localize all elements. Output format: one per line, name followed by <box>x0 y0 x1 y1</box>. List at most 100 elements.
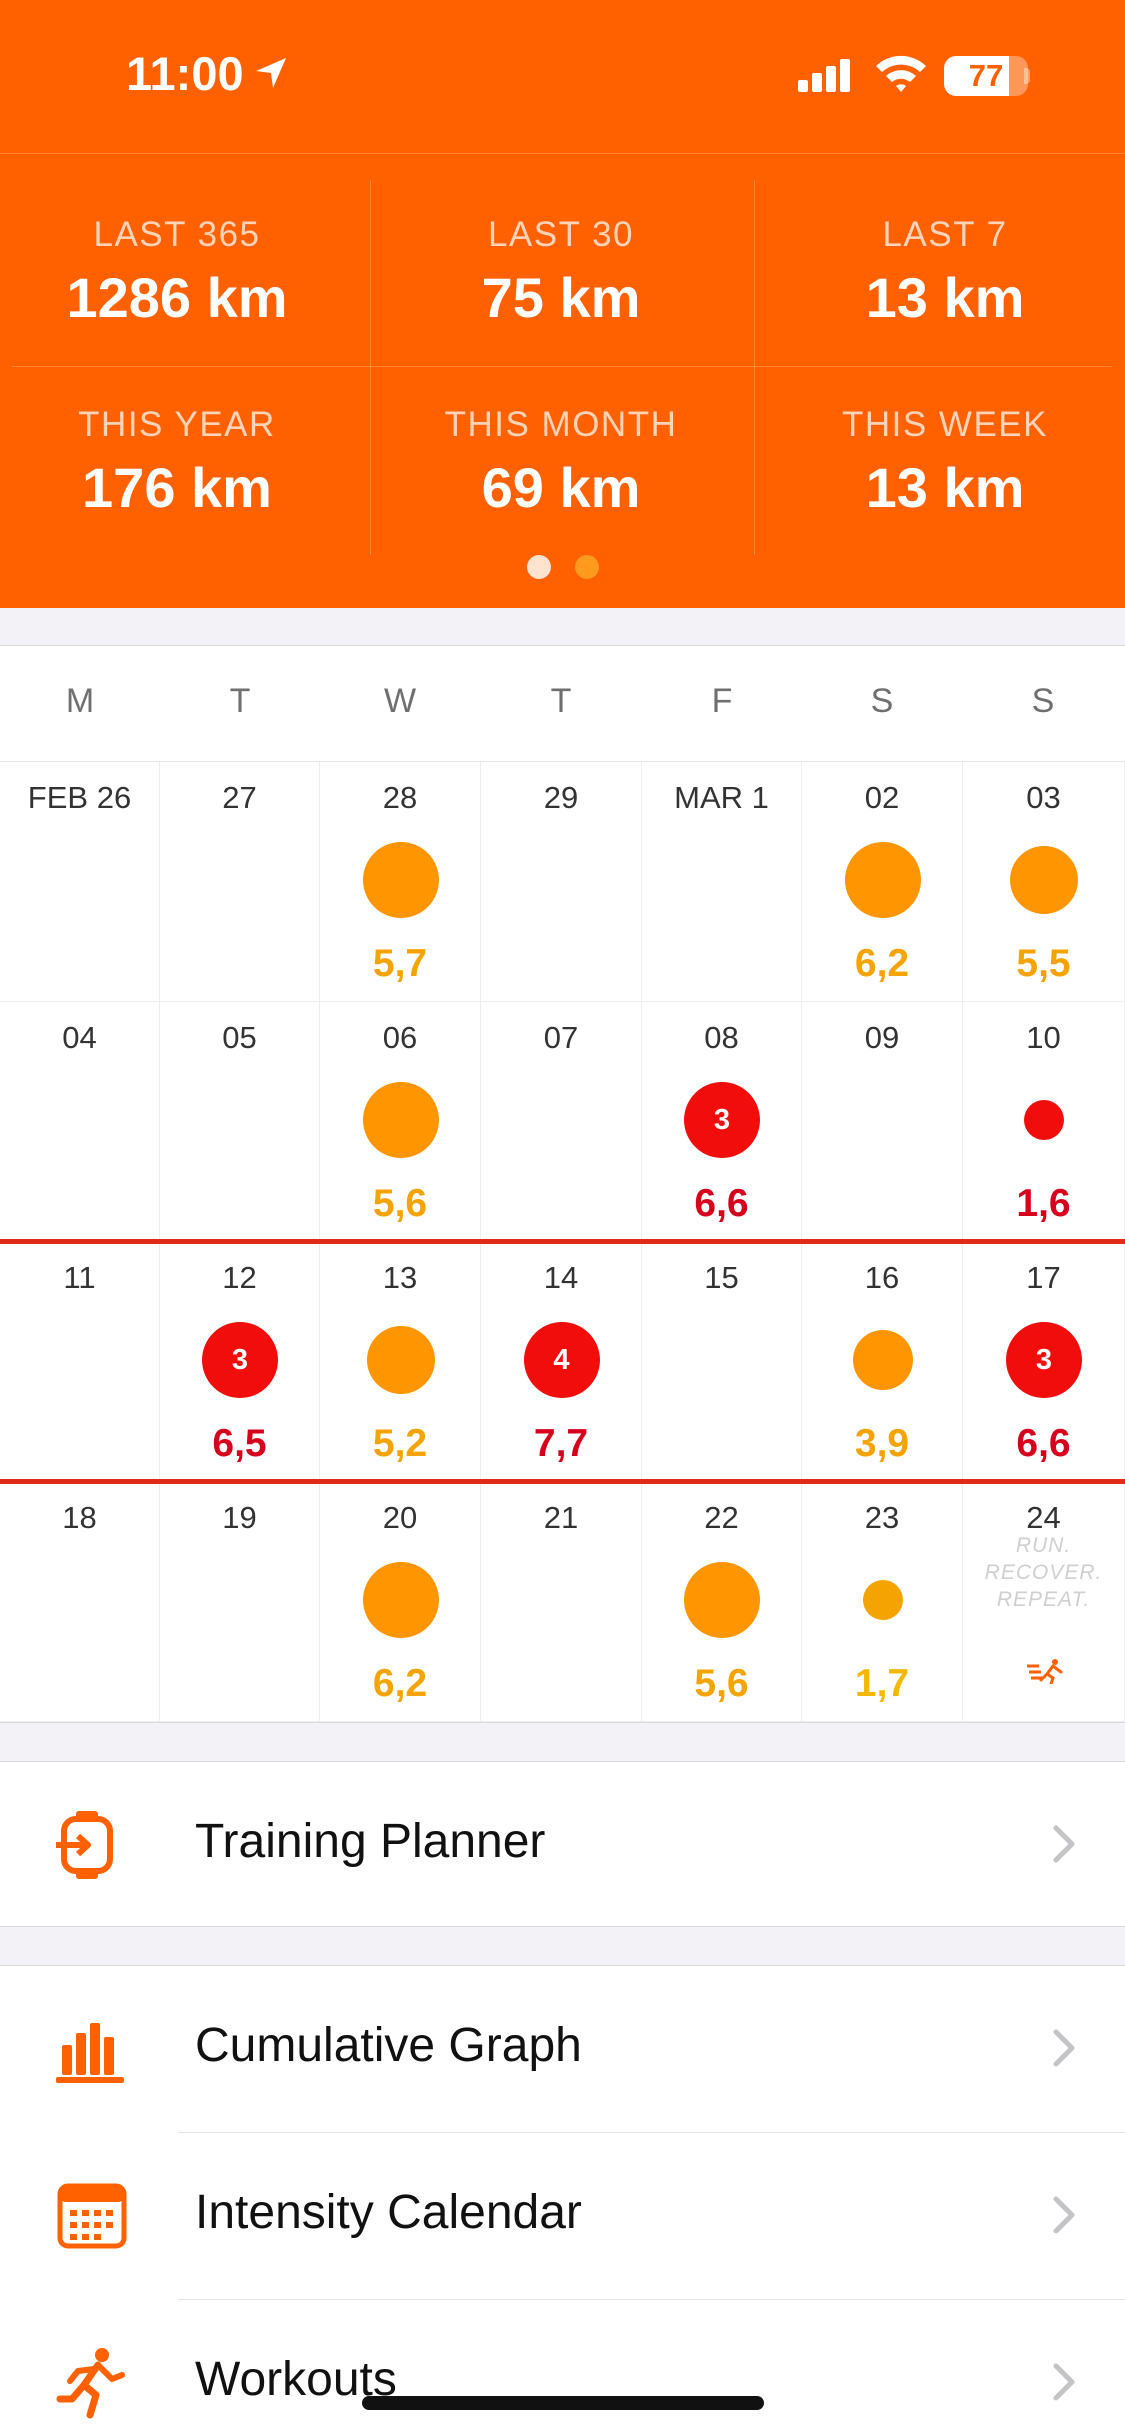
run-dot <box>1024 1100 1064 1140</box>
calendar-day[interactable]: 06 5,6 <box>320 1002 481 1242</box>
stats-header: 11:00 77 LAST 365 1286 km LAST 30 75 km … <box>0 0 1125 608</box>
run-dot <box>844 842 921 918</box>
day-distance: 6,2 <box>372 1662 428 1705</box>
calendar-day[interactable]: 14 4 7,7 <box>481 1242 642 1482</box>
calendar-day[interactable]: 10 1,6 <box>963 1002 1125 1242</box>
battery-cap <box>1024 68 1030 84</box>
calendar-day[interactable]: 04 <box>0 1002 160 1242</box>
battery-indicator: 77 <box>944 56 1028 96</box>
stat-this-year: THIS YEAR 176 km <box>0 405 362 520</box>
calendar-day[interactable]: 24 RUN. RECOVER. REPEAT. <box>963 1482 1125 1722</box>
menu-item-intensity-calendar[interactable]: Intensity Calendar <box>0 2133 1125 2299</box>
calendar-day[interactable]: 15 <box>642 1242 802 1482</box>
calendar-day[interactable]: 02 6,2 <box>802 762 963 1002</box>
calendar-day[interactable]: 20 6,2 <box>320 1482 481 1722</box>
calendar-day[interactable]: FEB 26 <box>0 762 160 1002</box>
slogan-line: RUN. <box>1015 1534 1072 1557</box>
calendar-day[interactable]: 03 5,5 <box>963 762 1125 1002</box>
calendar-day[interactable]: 09 <box>802 1002 963 1242</box>
divider <box>370 180 371 555</box>
day-label: 23 <box>864 1500 900 1535</box>
weekday-header: M T W T F S S <box>0 646 1125 762</box>
day-distance: 1,7 <box>854 1662 910 1705</box>
run-dot <box>362 842 439 918</box>
runner-icon <box>1027 1659 1063 1684</box>
calendar-day[interactable]: 21 <box>481 1482 642 1722</box>
calendar-day[interactable]: 05 <box>160 1002 320 1242</box>
calendar-day[interactable]: MAR 1 <box>642 762 802 1002</box>
divider <box>178 2299 1125 2300</box>
menu-item-workouts[interactable]: Workouts <box>0 2300 1125 2436</box>
day-label: 21 <box>543 1500 579 1535</box>
runner-icon <box>56 2348 125 2419</box>
activity-calendar: FEB 26 27 28 5,7 29 MAR 1 02 6,2 03 5,5 04 05 06 5,6 0… <box>0 762 1125 1722</box>
day-label: 08 <box>704 1020 739 1055</box>
day-distance: 6,6 <box>1016 1422 1071 1465</box>
calendar-day[interactable]: 23 1,7 <box>802 1482 963 1722</box>
day-distance: 5,6 <box>372 1182 428 1225</box>
run-dot <box>862 1580 903 1620</box>
home-indicator[interactable] <box>362 2396 764 2410</box>
day-label: FEB 26 <box>27 780 132 815</box>
calendar-day[interactable]: 16 3,9 <box>802 1242 963 1482</box>
cellular-signal-icon <box>798 59 850 92</box>
battery-percent: 77 <box>968 58 1004 93</box>
calendar-day[interactable]: 29 <box>481 762 642 1002</box>
day-label: 07 <box>543 1020 579 1055</box>
weekday-label: F <box>711 682 733 720</box>
calendar-day[interactable]: 27 <box>160 762 320 1002</box>
weekday-label: S <box>870 682 894 720</box>
calendar-day[interactable]: 19 <box>160 1482 320 1722</box>
run-count-badge: 3 <box>1006 1322 1082 1398</box>
stat-label: THIS MONTH <box>444 405 678 444</box>
calendar-day[interactable]: 28 5,7 <box>320 762 481 1002</box>
day-label: 14 <box>543 1260 579 1295</box>
calendar-day[interactable]: 13 5,2 <box>320 1242 481 1482</box>
current-week-line <box>0 1239 1125 1244</box>
day-distance: 1,6 <box>1016 1182 1071 1225</box>
stat-value: 1286 km <box>66 266 288 329</box>
calendar-day[interactable]: 07 <box>481 1002 642 1242</box>
weekday-label: S <box>1031 682 1055 720</box>
day-distance: 6,2 <box>854 942 910 985</box>
day-label: 22 <box>704 1500 739 1535</box>
stat-value: 75 km <box>481 266 641 329</box>
stat-label: THIS YEAR <box>78 405 276 444</box>
day-distance: 5,6 <box>694 1662 749 1705</box>
day-label: 12 <box>222 1260 257 1295</box>
divider <box>0 153 1125 154</box>
day-label: 04 <box>62 1020 97 1055</box>
stat-this-week: THIS WEEK 13 km <box>760 405 1125 520</box>
slogan-text: RUN. RECOVER. REPEAT. <box>963 1532 1124 1613</box>
divider <box>754 180 755 555</box>
calendar-day[interactable]: 11 <box>0 1242 160 1482</box>
run-count-badge: 4 <box>523 1322 600 1398</box>
weekday-label: W <box>383 682 417 720</box>
chevron-right-icon <box>1053 1825 1075 1863</box>
menu-item-cumulative-graph[interactable]: Cumulative Graph <box>0 1966 1125 2132</box>
menu-label: Intensity Calendar <box>195 2186 582 2239</box>
run-dot <box>366 1326 435 1394</box>
divider <box>12 366 1112 367</box>
day-label: 11 <box>63 1260 96 1295</box>
menu-item-training-planner[interactable]: Training Planner <box>0 1762 1125 1928</box>
menu-label: Cumulative Graph <box>195 2019 582 2072</box>
stat-label: LAST 30 <box>487 215 635 254</box>
run-dot <box>684 1562 760 1638</box>
calendar-day[interactable]: 12 3 6,5 <box>160 1242 320 1482</box>
calendar-day[interactable]: 17 3 6,6 <box>963 1242 1125 1482</box>
day-distance: 3,9 <box>854 1422 910 1465</box>
calendar-day[interactable]: 08 3 6,6 <box>642 1002 802 1242</box>
day-label: 02 <box>864 780 900 815</box>
stat-value: 176 km <box>82 456 272 519</box>
page-dot[interactable] <box>527 555 551 579</box>
current-week-line <box>0 1479 1125 1484</box>
calendar-day[interactable]: 18 <box>0 1482 160 1722</box>
stat-label: LAST 7 <box>882 215 1008 254</box>
calendar-day[interactable]: 22 5,6 <box>642 1482 802 1722</box>
day-label: 03 <box>1026 780 1061 815</box>
section-gap <box>0 1926 1125 1966</box>
run-dot <box>852 1330 913 1390</box>
page-dot[interactable] <box>575 555 599 579</box>
battery-fill <box>944 56 1009 96</box>
